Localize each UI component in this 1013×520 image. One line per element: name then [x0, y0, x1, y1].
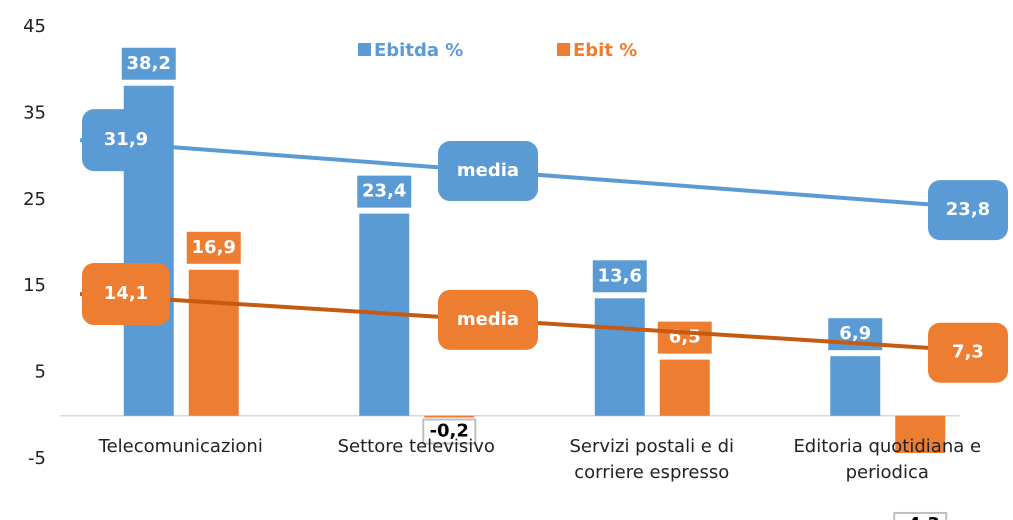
legend-swatch — [358, 43, 371, 56]
x-tick-label: Editoria quotidiana e periodica — [793, 436, 982, 483]
value-label-box — [657, 321, 712, 354]
trend-label: 23,8 — [946, 199, 990, 220]
value-label-box — [186, 231, 241, 264]
legend-label: Ebitda % — [374, 40, 463, 61]
y-tick-label: 5 — [35, 362, 46, 383]
value-label: 6,9 — [839, 323, 871, 344]
value-label: 38,2 — [127, 53, 171, 74]
trend-label-box — [928, 180, 1008, 241]
trend-label-box — [438, 141, 538, 202]
value-label: -0,2 — [430, 421, 469, 442]
trendline — [79, 291, 1006, 355]
legend-label: Ebit % — [573, 40, 637, 61]
trend-label-box — [438, 289, 538, 350]
value-label-box — [121, 47, 176, 80]
trend-label-box — [82, 109, 170, 172]
value-label: 16,9 — [192, 237, 236, 258]
y-tick-label: 25 — [23, 189, 46, 210]
x-tick-label: Telecomunicazioni — [98, 436, 263, 457]
y-tick-label: -5 — [28, 448, 46, 469]
trend-label: 14,1 — [104, 283, 148, 304]
legend-swatch — [557, 43, 570, 56]
x-tick-label: Servizi postali e di corriere espresso — [569, 436, 735, 483]
trend-label: media — [457, 309, 519, 330]
trend-label-box — [82, 262, 170, 325]
value-label: -4,3 — [901, 514, 940, 520]
bar — [424, 415, 475, 418]
value-label: 23,4 — [362, 181, 406, 202]
value-label-box — [592, 260, 647, 293]
y-tick-label: 15 — [23, 275, 46, 296]
y-tick-label: 35 — [23, 102, 46, 123]
x-tick-label: Settore televisivo — [337, 436, 495, 457]
trend-label: 7,3 — [952, 342, 984, 363]
value-label-box — [357, 175, 412, 208]
y-tick-label: 45 — [23, 16, 46, 37]
bar — [594, 298, 645, 416]
value-label-box — [422, 418, 477, 445]
trend-label-box — [928, 322, 1008, 383]
value-label: 13,6 — [598, 265, 642, 286]
bar — [895, 415, 946, 453]
trend-label: media — [457, 160, 519, 181]
trend-label: 31,9 — [104, 129, 148, 150]
value-label-box — [893, 511, 948, 520]
bar — [830, 356, 881, 416]
trendline — [79, 138, 1006, 213]
bar — [188, 269, 239, 416]
bar — [659, 359, 710, 416]
